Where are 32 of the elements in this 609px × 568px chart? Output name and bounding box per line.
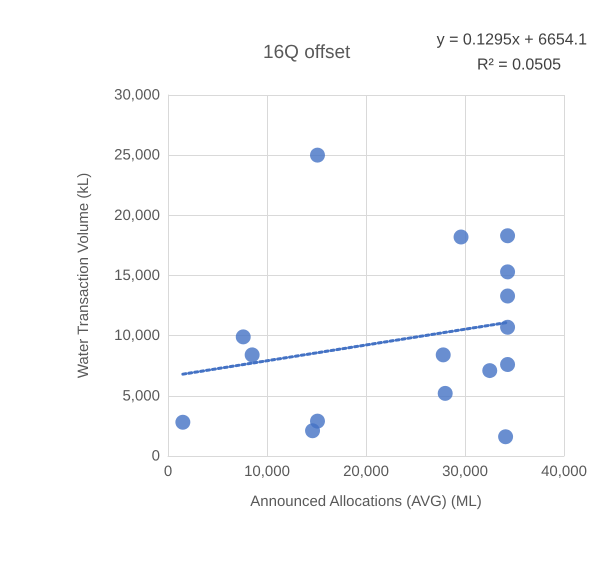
point [236, 329, 251, 344]
x-tick-label: 0 [164, 463, 172, 480]
point [500, 264, 516, 280]
point [436, 347, 451, 362]
point [500, 228, 516, 244]
point [305, 423, 320, 438]
chart-title: 16Q offset [263, 42, 352, 63]
point [454, 229, 469, 244]
text: y = 0.1295x + 6654.1 [436, 32, 588, 48]
y-tick-label: 0 [152, 448, 160, 464]
point [244, 347, 260, 362]
y-tick-label: 25,000 [114, 146, 160, 164]
x-axis-title: Announced Allocations (AVG) (ML) [250, 493, 482, 510]
y-tick-label: 20,000 [114, 206, 160, 224]
point [500, 288, 516, 304]
x-tick-label: 20,000 [343, 463, 389, 480]
point [175, 414, 190, 430]
x-tick-label: 10,000 [244, 463, 290, 480]
y-tick-label: 30,000 [114, 86, 160, 104]
y-tick-label: 10,000 [114, 327, 160, 344]
x-tick-label: 40,000 [541, 463, 587, 480]
x-tick-label: 30,000 [442, 463, 488, 480]
point [438, 386, 453, 401]
point [498, 429, 514, 444]
point [482, 363, 498, 378]
text: R² = 0.0505 [476, 56, 562, 74]
y-axis-title: Water Transaction Volume (kL) [75, 172, 92, 378]
y-tick-label: 15,000 [114, 267, 160, 284]
point [310, 148, 325, 163]
y-tick-label: 5,000 [122, 387, 160, 404]
point [500, 320, 516, 335]
point [500, 357, 516, 372]
